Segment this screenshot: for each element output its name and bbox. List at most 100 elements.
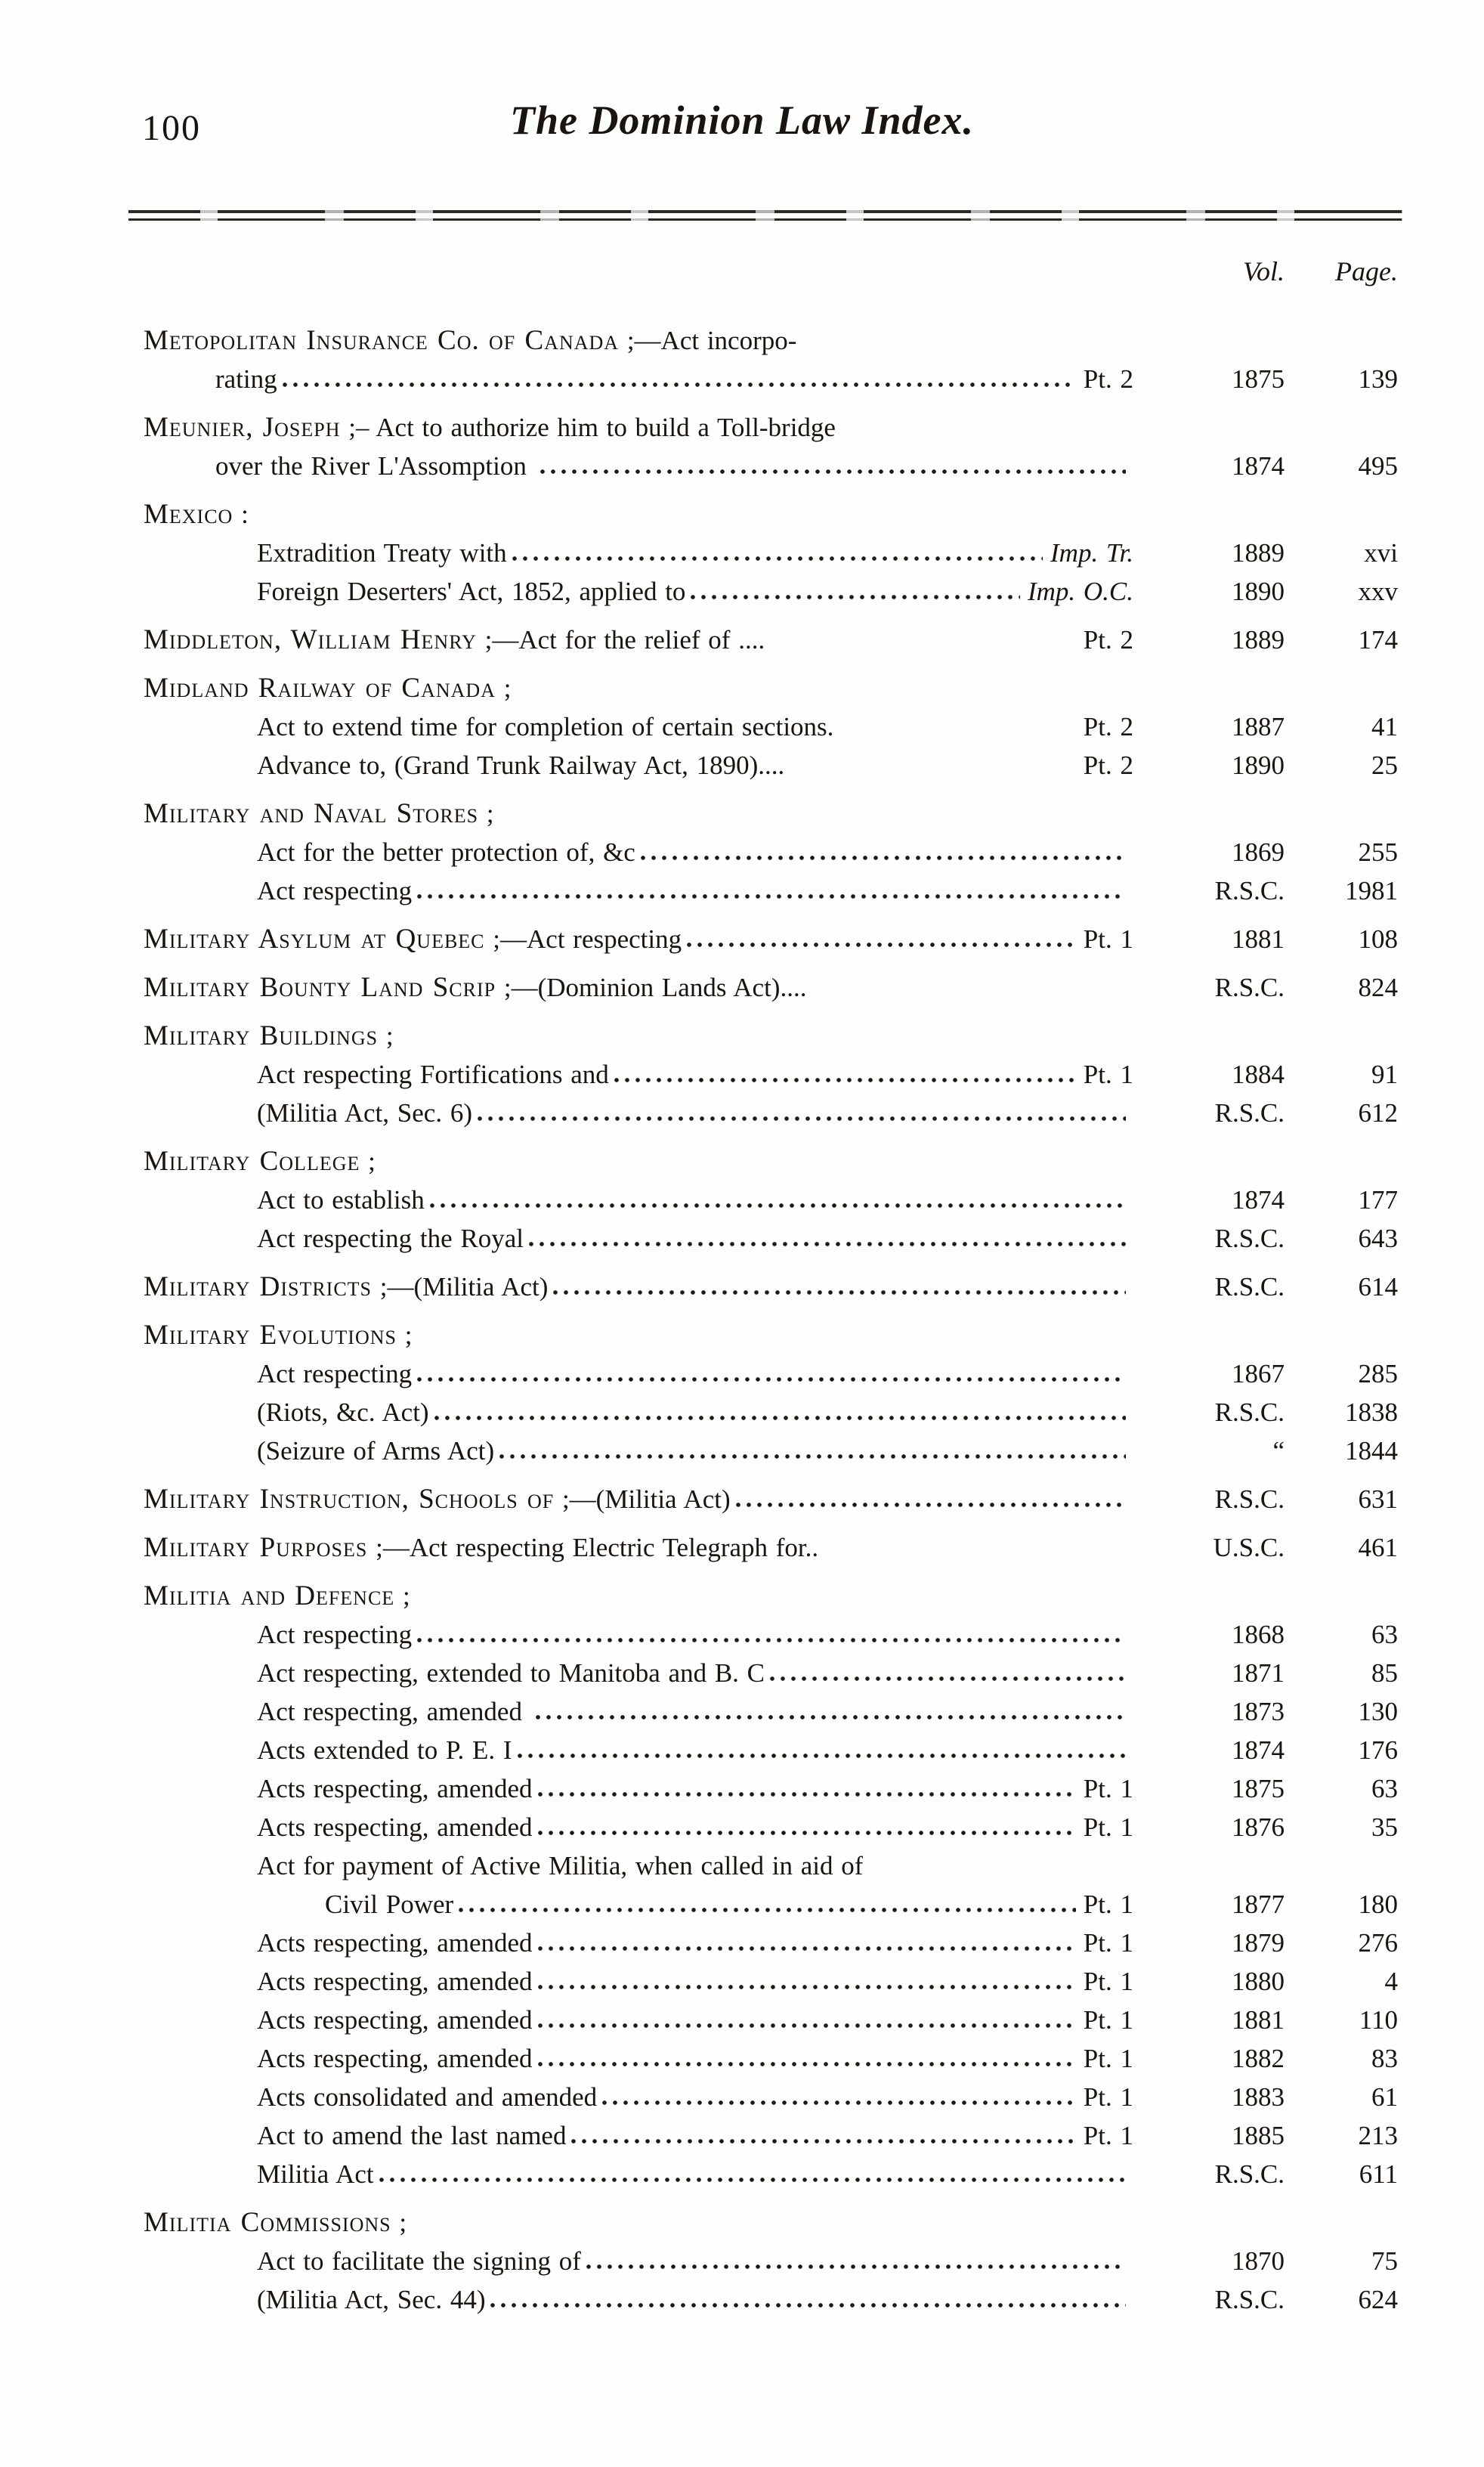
dot-leader	[769, 642, 1076, 648]
entry-body-text: Act to amend the last named	[257, 2121, 567, 2150]
vol-value: U.S.C.	[1213, 1533, 1285, 1562]
entry-text: Acts consolidated and amended	[144, 2078, 597, 2116]
vol-value: 1875	[1232, 364, 1285, 394]
index-entry-row: Military Asylum at Quebec ;—Act respecti…	[144, 920, 1398, 958]
dot-leader	[281, 382, 1076, 388]
entry-body-text: Extradition Treaty with	[257, 538, 507, 568]
vol-value: 1870	[1232, 2246, 1285, 2276]
entry-body-text: ;	[391, 2208, 407, 2237]
dot-leader	[511, 556, 1043, 562]
index-entry-row: Mexico :	[144, 495, 1398, 534]
entry-heading-smallcaps: Military Purposes	[144, 1532, 368, 1563]
entry-body-text: ;—(Dominion Lands Act)....	[496, 973, 807, 1002]
book-title: The Dominion Law Index.	[509, 98, 975, 143]
entry-text: Meunier, Joseph ;– Act to authorize him …	[144, 408, 836, 447]
index-entry-row: (Militia Act, Sec. 44) R.S.C. 624	[144, 2280, 1398, 2319]
index-entry-row: Act to amend the last named Pt. 1 1885 2…	[144, 2116, 1398, 2155]
entry-body-text: Acts respecting, amended	[257, 1774, 533, 1803]
page-value: 643	[1358, 1224, 1399, 1253]
dot-leader	[416, 1637, 1126, 1643]
vol-value: 1880	[1232, 1967, 1285, 1996]
entry-heading-smallcaps: Meunier, Joseph	[144, 412, 341, 443]
entry-body-text: Act respecting	[257, 1359, 413, 1388]
entry-body-text: ;	[495, 673, 512, 703]
entry-text: over the River L'Assomption	[144, 447, 535, 485]
page-value: 1838	[1345, 1398, 1398, 1427]
entry-text: Militia Act	[144, 2155, 374, 2193]
entry-heading-smallcaps: Military Asylum at Quebec	[144, 924, 485, 955]
vol-value: 1889	[1232, 625, 1285, 655]
entry-heading-smallcaps: Mexico	[144, 499, 233, 530]
vol-value: 1875	[1232, 1774, 1285, 1803]
entry-tail: Imp. O.C.	[1027, 577, 1133, 606]
entry-text: Act respecting, extended to Manitoba and…	[144, 1654, 765, 1692]
vol-value: 1873	[1232, 1697, 1285, 1726]
dot-leader	[536, 2023, 1076, 2029]
page-value: 25	[1371, 751, 1398, 780]
entry-tail: Pt. 2	[1083, 364, 1133, 394]
entry-text: Act for payment of Active Militia, when …	[144, 1846, 863, 1885]
entry-text: Middleton, William Henry ;—Act for the r…	[144, 621, 765, 659]
dot-leader	[527, 1241, 1126, 1247]
entry-text: Act to establish	[144, 1181, 425, 1219]
dot-leader	[690, 594, 1020, 600]
index-entry-row: Act respecting Fortifications and Pt. 1 …	[144, 1055, 1398, 1094]
page-value: 1981	[1345, 876, 1398, 905]
index-entry-row: Act for the better protection of, &c 186…	[144, 833, 1398, 871]
page-value: 41	[1371, 712, 1398, 741]
entry-body-text: Acts respecting, amended	[257, 1928, 533, 1958]
entry-text: Act for the better protection of, &c	[144, 833, 635, 871]
entry-text: (Riots, &c. Act)	[144, 1393, 429, 1432]
entry-body-text: Civil Power	[325, 1890, 454, 1919]
entry-text: (Seizure of Arms Act)	[144, 1432, 494, 1470]
vol-value: R.S.C.	[1214, 1272, 1285, 1302]
entry-text: Acts respecting, amended	[144, 1924, 533, 1962]
entry-body-text: ;—(Militia Act)	[554, 1484, 731, 1514]
entry-body-text: Act for payment of Active Militia, when …	[257, 1851, 864, 1880]
dot-leader	[539, 469, 1126, 475]
entry-heading-smallcaps: Metopolitan Insurance Co. of Canada	[144, 325, 620, 356]
vol-value: R.S.C.	[1214, 876, 1285, 905]
entry-body-text: ;	[396, 1320, 413, 1350]
entry-text: Act to facilitate the signing of	[144, 2242, 581, 2280]
page-value: 614	[1358, 1272, 1399, 1302]
entry-body-text: Act respecting, amended	[257, 1697, 530, 1726]
dot-leader	[536, 1945, 1076, 1952]
entry-heading-smallcaps: Military and Naval Stores	[144, 798, 479, 829]
index-entry-row: Act respecting 1868 63	[144, 1615, 1398, 1654]
entry-body-text: Act respecting the Royal	[257, 1224, 524, 1253]
entry-text: Military Asylum at Quebec ;—Act respecti…	[144, 920, 682, 958]
index-entry-row: Extradition Treaty with Imp. Tr. 1889 xv…	[144, 534, 1398, 572]
rule-line-bottom	[128, 218, 1402, 221]
entry-text: Military Instruction, Schools of ;—(Mili…	[144, 1480, 731, 1518]
index-entry-row: Acts extended to P. E. I 1874 176	[144, 1731, 1398, 1769]
entry-tail: Pt. 1	[1083, 1060, 1133, 1089]
index-entry-row: Middleton, William Henry ;—Act for the r…	[144, 621, 1398, 659]
entry-text: Military Districts ;—(Militia Act)	[144, 1268, 548, 1306]
page-value: 139	[1358, 364, 1399, 394]
index-entry-row: Act respecting, amended 1873 130	[144, 1692, 1398, 1731]
entry-body-text: (Militia Act, Sec. 6)	[257, 1098, 472, 1128]
page-value: 611	[1359, 2159, 1398, 2189]
page-value: 4	[1384, 1967, 1399, 1996]
column-headers: Vol. Page.	[144, 255, 1398, 287]
vol-value: 1868	[1232, 1620, 1285, 1649]
index-entry-row: Act to facilitate the signing of 1870 75	[144, 2242, 1398, 2280]
vol-value: 1890	[1232, 577, 1285, 606]
index-entry-row: Acts respecting, amended Pt. 1 1880 4	[144, 1962, 1398, 2001]
entry-body-text: Acts respecting, amended	[257, 1812, 533, 1842]
vol-value: 1876	[1232, 1812, 1285, 1842]
entry-tail: Pt. 2	[1083, 625, 1133, 655]
page-value: 824	[1358, 973, 1399, 1002]
page-value: 495	[1358, 451, 1399, 481]
entry-text: Militia Commissions ;	[144, 2203, 407, 2242]
index-entry-row: Metopolitan Insurance Co. of Canada ;—Ac…	[144, 321, 1398, 360]
index-entry-row: Meunier, Joseph ;– Act to authorize him …	[144, 408, 1398, 447]
entry-text: Act to extend time for completion of cer…	[144, 707, 833, 746]
entry-body-text: Advance to, (Grand Trunk Railway Act, 18…	[257, 751, 785, 780]
entry-body-text: ;	[360, 1147, 376, 1176]
page-value: 213	[1358, 2121, 1399, 2150]
entry-text: Act respecting	[144, 871, 412, 910]
entry-text: Act respecting Fortifications and	[144, 1055, 609, 1094]
entry-heading-smallcaps: Midland Railway of Canada	[144, 673, 496, 704]
